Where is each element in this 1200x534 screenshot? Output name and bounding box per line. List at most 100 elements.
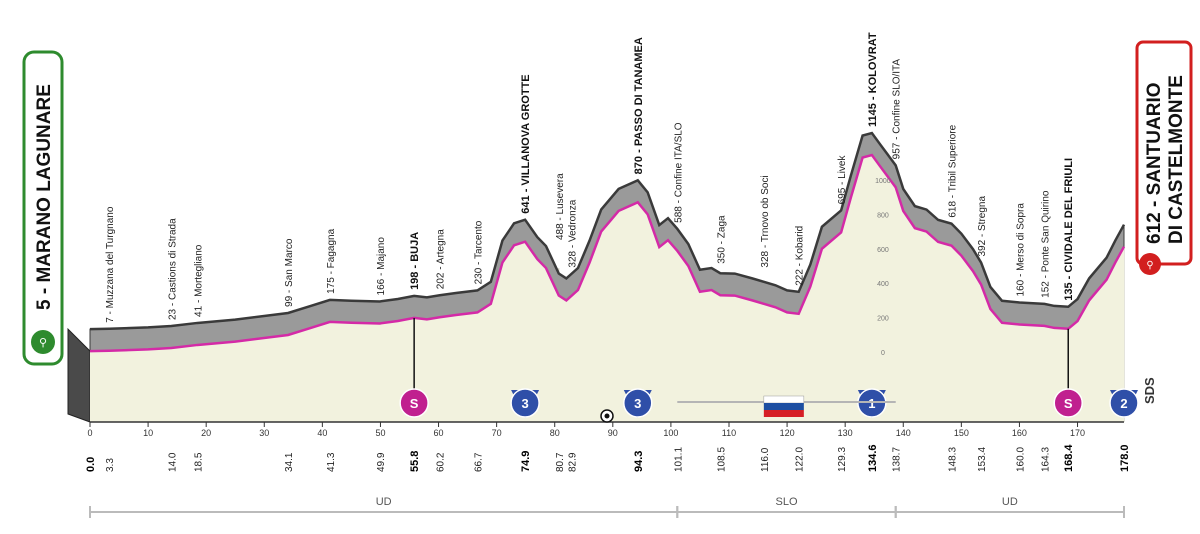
location-label: 350 - Zaga [716, 215, 727, 264]
altitude-tick-label: 1000 [875, 178, 891, 185]
km-label: 74.9 [520, 451, 532, 472]
axis-tick-label: 80 [550, 428, 560, 438]
axis-tick-label: 130 [838, 428, 853, 438]
finish-label: 612 - SANTUARIO DI CASTELMONTE ⚲ [1135, 40, 1193, 275]
axis-tick-label: 50 [375, 428, 385, 438]
location-label: 870 - PASSO DI TANAMEA [633, 37, 645, 174]
axis-tick-label: 140 [896, 428, 911, 438]
axis-tick-label: 40 [317, 428, 327, 438]
axis-tick-label: 20 [201, 428, 211, 438]
km-label: 94.3 [633, 451, 645, 472]
km-label: 138.7 [892, 447, 903, 472]
location-label: 695 - Livek [837, 155, 848, 205]
profile-ridge-line [89, 131, 1126, 331]
profile-line [89, 153, 1126, 353]
km-label: 178.0 [1119, 444, 1131, 472]
axis-tick-label: 150 [954, 428, 969, 438]
km-label: 82.9 [568, 452, 579, 472]
region-label: SLO [775, 496, 797, 508]
km-label: 164.3 [1040, 447, 1051, 472]
location-label: 588 - Confine ITA/SLO [673, 122, 684, 223]
axis-tick-label: 90 [608, 428, 618, 438]
km-label: 168.4 [1063, 444, 1075, 472]
km-label: 129.3 [837, 447, 848, 472]
km-label: 49.9 [376, 452, 387, 472]
km-label: 134.6 [867, 444, 879, 472]
location-label: 166 - Majano [376, 237, 387, 296]
location-label: 641 - VILLANOVA GROTTE [520, 74, 532, 213]
marker-label: S [410, 396, 419, 411]
region-bar: UD SLO UD [89, 496, 1125, 518]
location-label: 328 - Trnovo ob Soci [760, 175, 771, 267]
finish-label-line1: 612 - SANTUARIO [1144, 82, 1165, 244]
finish-label-box [1135, 40, 1193, 266]
marker-label: S [1064, 396, 1073, 411]
axis-tick-label: 10 [143, 428, 153, 438]
marker-label: 3 [521, 396, 528, 411]
km-label: 160.0 [1015, 447, 1026, 472]
km-label: 14.0 [167, 452, 178, 472]
brand-logo: SDS [1142, 377, 1157, 404]
region-label: UD [376, 496, 392, 508]
location-label: 1145 - KOLOVRAT [867, 32, 879, 127]
altitude-tick-label: 800 [877, 212, 889, 219]
distance-axis: 0.0 3.3 14.0 18.5 34.1 41.3 49.9 55.8 60.2 66.7 74… [85, 422, 1131, 472]
start-cyclist-glyph: ⚲ [39, 336, 47, 349]
start-cyclist-icon [31, 330, 55, 354]
location-label: 99 - San Marco [284, 238, 295, 307]
altitude-tick-label: 400 [877, 281, 889, 288]
km-label: 153.4 [977, 447, 988, 472]
km-label: 80.7 [555, 452, 566, 472]
flag-stripe-red [763, 410, 804, 417]
axis-tick-label: 30 [259, 428, 269, 438]
flag-stripe-white [763, 395, 805, 404]
start-label: 5 - MARANO LAGUNARE ⚲ [22, 50, 64, 366]
feed-zone-icon-dot [604, 413, 610, 419]
location-label: 957 - Confine SLO/ITA [892, 59, 903, 160]
axis-tick-label: 160 [1012, 428, 1027, 438]
location-label: 23 - Castions di Strada [167, 218, 178, 320]
km-label: 41.3 [326, 452, 337, 472]
location-label: 222 - Kobarid [795, 226, 806, 286]
km-label: 18.5 [193, 452, 204, 472]
location-label: 41 - Mortegliano [193, 244, 204, 317]
region-label: UD [1002, 496, 1018, 508]
km-label: 0.0 [85, 457, 97, 472]
altitude-tick-label: 600 [877, 247, 889, 254]
location-label: 618 - Tribil Superiore [947, 124, 958, 217]
altitude-tick-label: 0 [881, 350, 885, 357]
start-label-box [22, 50, 64, 366]
gpm-marker [623, 388, 653, 418]
finish-cyclist-icon [1139, 253, 1161, 275]
km-label: 101.1 [673, 447, 684, 472]
location-label: 328 - Vedronza [568, 199, 579, 267]
km-label: 66.7 [473, 452, 484, 472]
axis-tick-label: 60 [434, 428, 444, 438]
profile-left-wall [67, 327, 91, 423]
km-label: 148.3 [947, 447, 958, 472]
axis-tick-label: 170 [1070, 428, 1085, 438]
profile-area [89, 153, 1126, 423]
finish-label-line2: DI CASTELMONTE [1166, 75, 1187, 244]
sprint-marker [399, 388, 429, 418]
marker-label: 3 [634, 396, 641, 411]
km-label: 60.2 [436, 452, 447, 472]
altitude-tick-label: 200 [877, 316, 889, 323]
location-label: 202 - Artegna [436, 229, 447, 289]
flag-stripe-blue [763, 403, 804, 410]
sprint-marker [1053, 388, 1083, 418]
profile-3d-face [67, 131, 1126, 423]
gpm-marker [1109, 388, 1139, 418]
location-label: 392 - Stregna [977, 196, 988, 257]
axis-tick-label: 120 [780, 428, 795, 438]
km-label: 34.1 [284, 452, 295, 472]
altitude-scale: 1000 800 600 400 200 0 [875, 178, 891, 357]
km-label: 116.0 [760, 447, 771, 472]
location-label: 198 - BUJA [409, 232, 421, 290]
location-label: 230 - Tarcento [473, 220, 484, 284]
marker-label: 1 [868, 396, 875, 411]
location-label: 175 - Fagagna [326, 228, 337, 293]
km-label: 55.8 [409, 451, 421, 472]
location-label: 488 - Lusevera [555, 173, 566, 240]
